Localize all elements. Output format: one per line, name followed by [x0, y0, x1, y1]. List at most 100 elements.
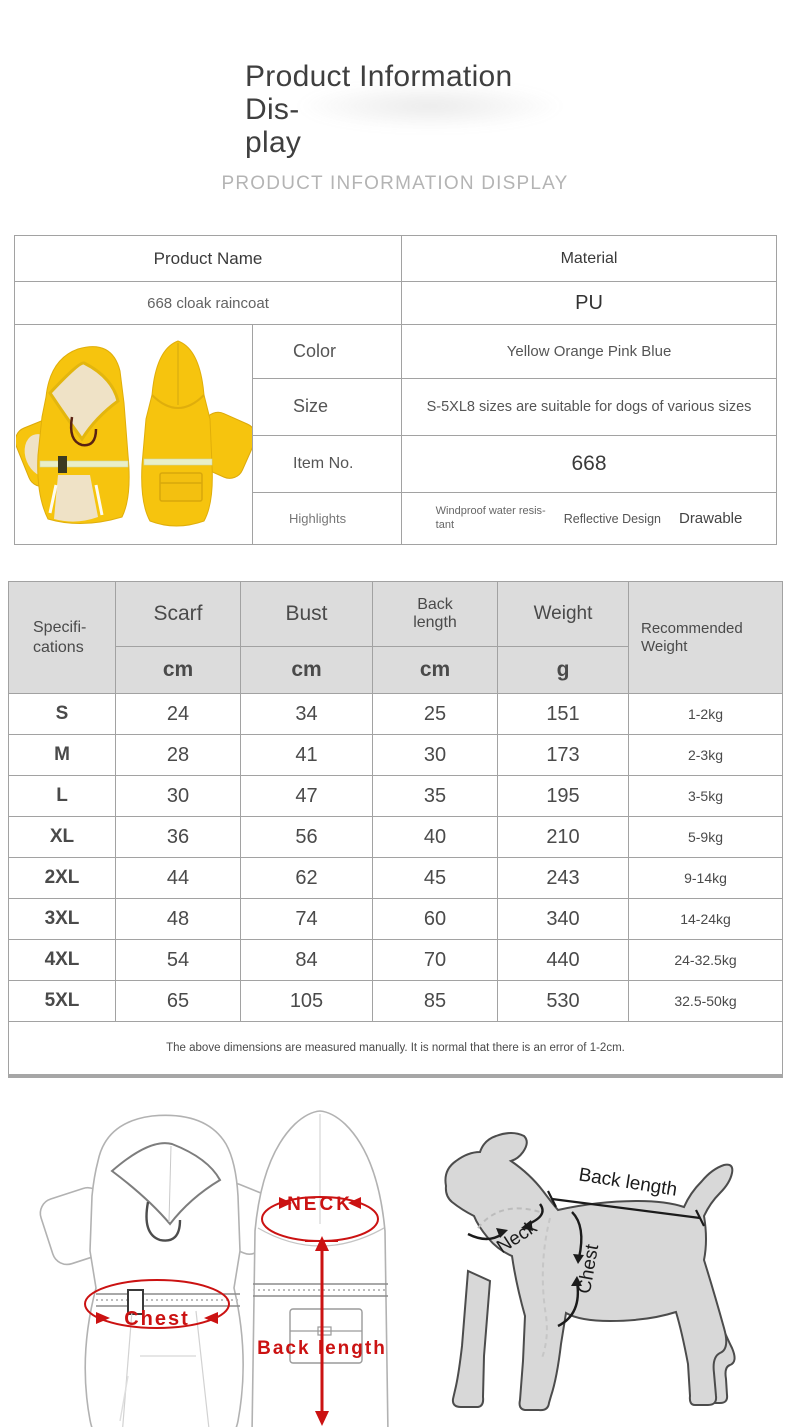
cell-recommended: 24-32.5kg: [628, 939, 783, 981]
cell-back: 25: [372, 693, 498, 735]
table-row: Highlights Windproof water resis- tant R…: [15, 492, 778, 545]
page-header: Product Information Dis- play PRODUCT IN…: [0, 0, 790, 195]
cell-scarf: 24: [115, 693, 241, 735]
cell-size: S: [8, 693, 116, 735]
dog-back-length-label: Back length: [577, 1164, 678, 1200]
cell-back: 85: [372, 980, 498, 1022]
cell-weight: 210: [497, 816, 629, 858]
measurement-note: The above dimensions are measured manual…: [8, 1021, 783, 1077]
size-value: S-5XL8 sizes are suitable for dogs of va…: [401, 377, 778, 437]
cell-bust: 62: [240, 857, 373, 899]
cell-recommended: 2-3kg: [628, 734, 783, 776]
arrow-left-icon: [348, 1197, 361, 1209]
dog-chest-arrows: [557, 1211, 583, 1328]
cell-size: 2XL: [8, 857, 116, 899]
product-info-table: Product Name Material 668 cloak raincoat…: [13, 235, 778, 545]
cell-recommended: 9-14kg: [628, 857, 783, 899]
arrow-down-icon: [315, 1411, 329, 1426]
material-header: Material: [401, 235, 778, 282]
cell-weight: 530: [497, 980, 629, 1022]
table-row: Item No. 668: [15, 434, 778, 494]
arrow-left-icon: [204, 1312, 218, 1324]
table-row: Product Name Material: [13, 235, 778, 282]
cell-weight: 151: [497, 693, 629, 735]
col-header-weight: Weight: [497, 581, 629, 647]
size-label: Size: [251, 377, 403, 437]
highlight-reflective: Reflective Design: [563, 511, 661, 526]
cell-bust: 84: [240, 939, 373, 981]
table-row: 668 cloak raincoat PU: [13, 281, 778, 325]
product-name-value: 668 cloak raincoat: [13, 281, 403, 325]
unit-back-length: cm: [372, 646, 498, 694]
cell-bust: 74: [240, 898, 373, 940]
item-no-label: Item No.: [251, 434, 403, 494]
table-row: M 28 41 30 173 2-3kg: [8, 734, 783, 776]
highlights-label: Highlights: [251, 492, 403, 545]
color-label: Color: [251, 324, 403, 379]
chest-label: Chest: [124, 1308, 190, 1330]
cell-back: 45: [372, 857, 498, 899]
cell-size: 5XL: [8, 980, 116, 1022]
cell-bust: 41: [240, 734, 373, 776]
product-photo: [14, 324, 256, 545]
raincoat-back-photo: [140, 340, 213, 527]
cell-back: 70: [372, 939, 498, 981]
cell-scarf: 48: [115, 898, 241, 940]
col-header-scarf: Scarf: [115, 581, 241, 647]
cell-size: 3XL: [8, 898, 116, 940]
cell-weight: 243: [497, 857, 629, 899]
highlights-value: Windproof water resis- tant Reflective D…: [401, 492, 778, 545]
table-row: Color Yellow Orange Pink Blue: [14, 324, 778, 545]
cell-bust: 34: [240, 693, 373, 735]
cell-recommended: 14-24kg: [628, 898, 783, 940]
color-value: Yellow Orange Pink Blue: [401, 324, 778, 379]
neck-label: NECK: [287, 1194, 353, 1215]
cell-bust: 56: [240, 816, 373, 858]
arrow-up-icon: [315, 1236, 329, 1251]
table-row: S 24 34 25 151 1-2kg: [8, 693, 783, 735]
table-row: 2XL 44 62 45 243 9-14kg: [8, 857, 783, 899]
col-header-bust: Bust: [240, 581, 373, 647]
cell-weight: 195: [497, 775, 629, 817]
arrow-icon: [496, 1228, 508, 1238]
cell-bust: 47: [240, 775, 373, 817]
dog-diagram: Back length Neck Chest: [444, 1132, 736, 1412]
cell-scarf: 36: [115, 816, 241, 858]
cell-weight: 173: [497, 734, 629, 776]
cell-back: 40: [372, 816, 498, 858]
size-chart-table: Specifi- cations Scarf Bust Back length …: [8, 581, 783, 1078]
cell-recommended: 1-2kg: [628, 693, 783, 735]
table-row: 5XL 65 105 85 530 32.5-50kg: [8, 980, 783, 1022]
col-header-back-length: Back length: [372, 581, 498, 647]
arrow-icon: [573, 1254, 584, 1264]
table-row: 3XL 48 74 60 340 14-24kg: [8, 898, 783, 940]
page-subtitle: PRODUCT INFORMATION DISPLAY: [221, 173, 569, 194]
back-length-label: Back length: [257, 1338, 387, 1359]
garment-front-sketch: [39, 1114, 277, 1427]
dog-chest-girth-line: [541, 1217, 551, 1359]
chest-measure-annotation: Chest: [84, 1279, 230, 1330]
cell-size: L: [8, 775, 116, 817]
highlight-drawable: Drawable: [678, 510, 743, 528]
unit-bust: cm: [240, 646, 373, 694]
cell-back: 30: [372, 734, 498, 776]
table-row: L 30 47 35 195 3-5kg: [8, 775, 783, 817]
unit-scarf: cm: [115, 646, 241, 694]
unit-weight: g: [497, 646, 629, 694]
watermark-smudge: [295, 82, 565, 130]
cell-scarf: 28: [115, 734, 241, 776]
cell-recommended: 5-9kg: [628, 816, 783, 858]
cell-scarf: 54: [115, 939, 241, 981]
item-no-value: 668: [401, 434, 778, 494]
product-name-header: Product Name: [13, 235, 403, 282]
raincoat-photos: [14, 340, 256, 527]
dog-silhouette: [444, 1132, 734, 1412]
cell-size: 4XL: [8, 939, 116, 981]
cell-weight: 440: [497, 939, 629, 981]
material-value: PU: [401, 281, 778, 325]
cell-back: 60: [372, 898, 498, 940]
cell-size: XL: [8, 816, 116, 858]
table-row: 4XL 54 84 70 440 24-32.5kg: [8, 939, 783, 981]
measurement-diagrams: Chest NECK Back length: [39, 1110, 736, 1427]
